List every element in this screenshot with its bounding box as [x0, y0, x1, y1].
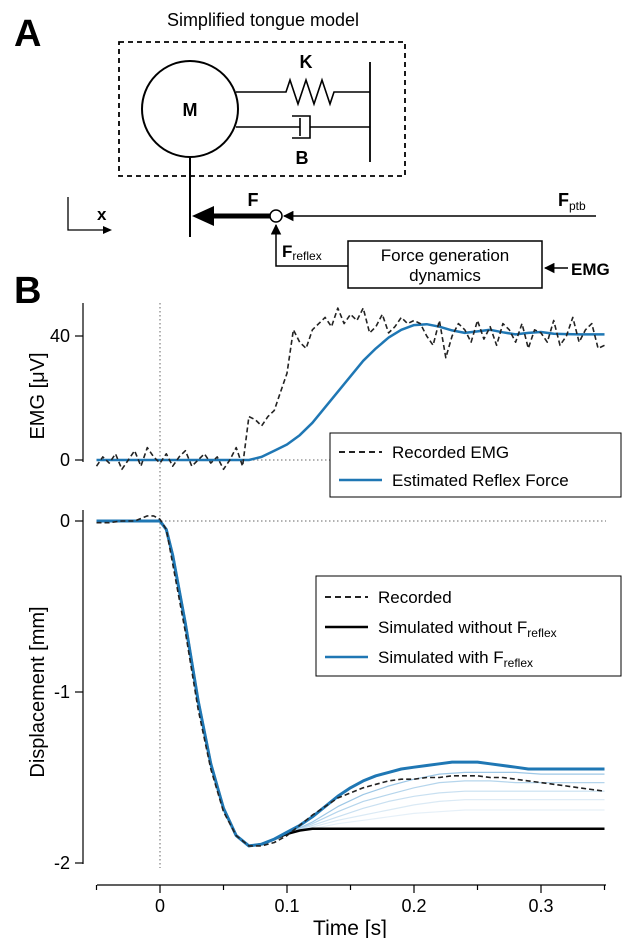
- series-estimated-reflex-force: [96, 322, 605, 462]
- legend-without-sub: reflex: [527, 626, 556, 640]
- reflex-sub: reflex: [292, 249, 321, 263]
- ptb-sub: ptb: [569, 199, 586, 213]
- force-label: F: [248, 190, 259, 210]
- model-title: Simplified tongue model: [167, 10, 359, 30]
- reflex-arrow: [270, 223, 348, 267]
- x-axis-label: x: [97, 205, 107, 224]
- legend-without-main: Simulated without F: [378, 618, 527, 637]
- reflex-main: F: [282, 242, 292, 261]
- legend-with-main: Simulated with F: [378, 648, 504, 667]
- emg-series: [95, 307, 605, 471]
- series-intermediate-2: [286, 780, 605, 835]
- spring: [236, 77, 370, 107]
- emg-input-label: EMG: [571, 260, 610, 279]
- damper: [236, 115, 370, 139]
- x-axis-label: Time [s]: [313, 917, 387, 938]
- mass-label: M: [183, 100, 198, 120]
- model-box: [118, 41, 406, 177]
- xtick-label-0-2: 0.2: [401, 896, 426, 916]
- disp-ytick-label-m2: -2: [54, 853, 70, 873]
- x-axis-indicator: [67, 197, 108, 231]
- series-intermediate-4: [286, 799, 605, 835]
- xtick-label-0: 0: [155, 896, 165, 916]
- sum-junction: [269, 209, 283, 223]
- legend-recorded-emg: Recorded EMG: [392, 443, 509, 462]
- series-intermediate-3: [286, 790, 605, 835]
- disp-ytick-label-m1: -1: [54, 682, 70, 702]
- x-axis-arrow-head: [103, 226, 112, 234]
- reflex-label: Freflex: [282, 242, 322, 263]
- legend-reflex-force: Estimated Reflex Force: [392, 471, 569, 490]
- series-intermediate-1: [286, 771, 605, 835]
- ptb-main: F: [558, 190, 569, 210]
- spring-label: K: [300, 52, 313, 72]
- disp-series: [96, 515, 605, 848]
- emg-y-label: EMG [μV]: [27, 352, 49, 439]
- emg-ytick-label-40: 40: [50, 326, 70, 346]
- series-simulated-with: [96, 519, 605, 848]
- disp-ytick-label-0: 0: [60, 511, 70, 531]
- emg-ytick-label-0: 0: [60, 450, 70, 470]
- panel-a-letter: A: [14, 13, 41, 55]
- series-simulated-without: [96, 519, 605, 848]
- emg-plot: 40 0 EMG [μV] Recorded EMG Estimated Ref…: [27, 303, 622, 498]
- legend-with: Simulated with Freflex: [378, 648, 533, 670]
- box-line1: Force generation: [381, 246, 510, 265]
- series-intermediate-5: [286, 809, 605, 835]
- legend-with-sub: reflex: [504, 656, 533, 670]
- damper-label: B: [296, 148, 309, 168]
- force-arrow-head: [192, 206, 214, 226]
- legend-recorded: Recorded: [378, 588, 452, 607]
- displacement-plot: 0 -1 -2 Displacement [mm] 0 0.1 0.2 0.3 …: [27, 510, 622, 938]
- xtick-label-0-1: 0.1: [274, 896, 299, 916]
- box-line2: dynamics: [409, 266, 481, 285]
- x-ticks: [95, 885, 606, 893]
- disp-y-label: Displacement [mm]: [27, 606, 49, 777]
- panel-b-letter: B: [14, 270, 41, 312]
- ptb-label: Fptb: [558, 190, 586, 213]
- series-recorded: [96, 515, 605, 847]
- emg-legend: [329, 432, 622, 498]
- xtick-label-0-3: 0.3: [528, 896, 553, 916]
- legend-without: Simulated without Freflex: [378, 618, 557, 640]
- force-gen-box: [347, 240, 543, 289]
